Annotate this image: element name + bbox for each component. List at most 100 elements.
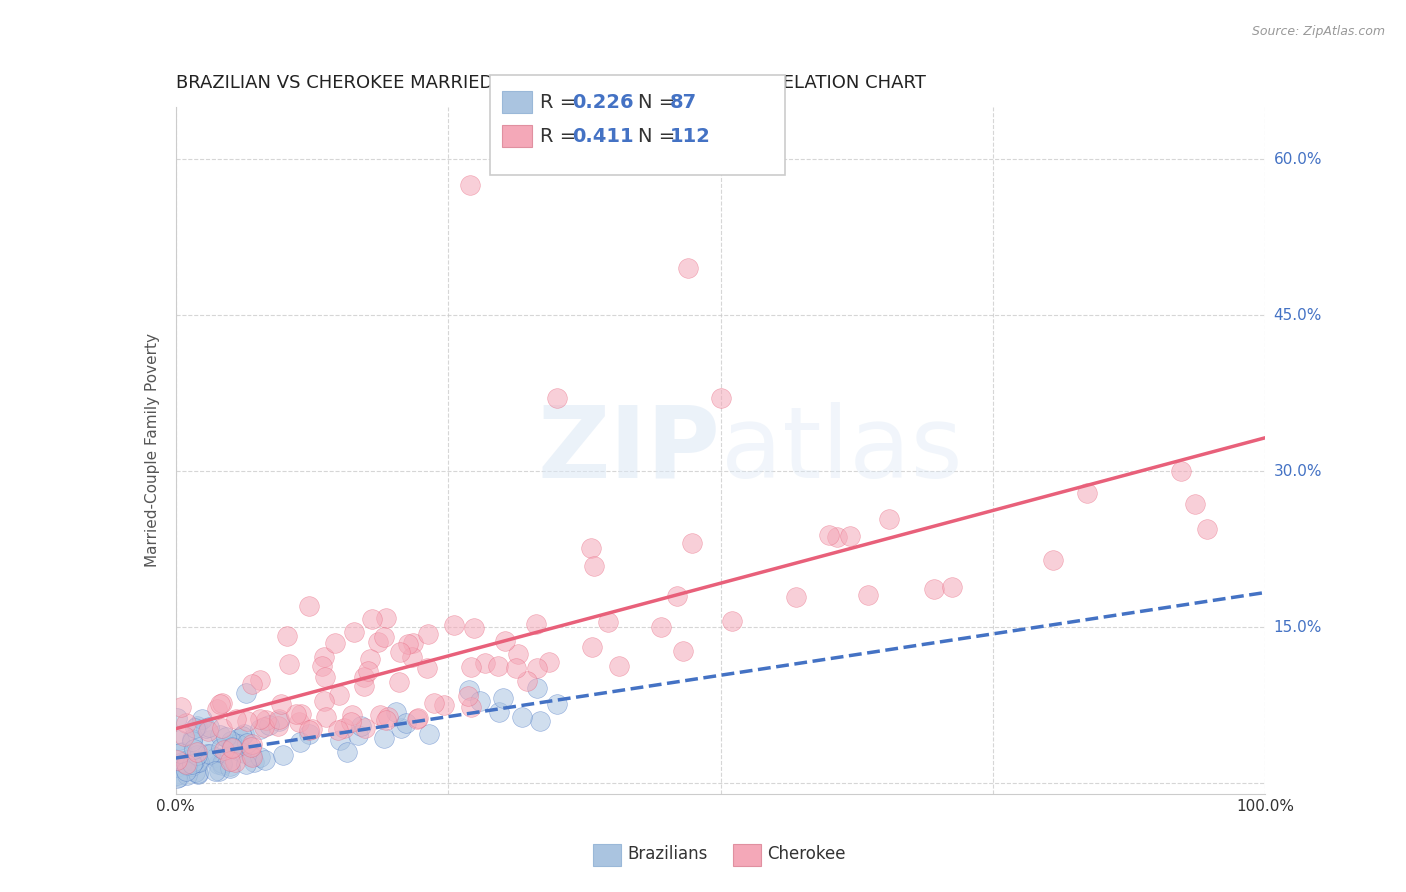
Point <box>460 699 482 714</box>
Point <box>166 711 188 725</box>
Point <box>267 714 290 728</box>
Text: BRAZILIAN VS CHEROKEE MARRIED-COUPLE FAMILY POVERTY CORRELATION CHART: BRAZILIAN VS CHEROKEE MARRIED-COUPLE FAM… <box>176 74 925 92</box>
Text: R =: R = <box>540 128 589 146</box>
Text: 87: 87 <box>671 93 697 112</box>
Point <box>416 626 439 640</box>
Point <box>377 710 399 724</box>
Text: 15.0%: 15.0% <box>1274 620 1322 635</box>
Point <box>198 747 221 761</box>
Point <box>197 724 219 739</box>
Point <box>537 655 560 669</box>
Point <box>458 178 481 193</box>
Point <box>298 723 321 737</box>
Point <box>326 723 349 737</box>
Point <box>240 750 263 764</box>
Point <box>825 530 848 544</box>
Point <box>526 661 548 675</box>
Point <box>183 721 205 735</box>
Point <box>211 721 233 735</box>
Point <box>359 652 381 666</box>
Point <box>219 734 242 748</box>
Point <box>406 711 429 725</box>
Point <box>198 720 221 734</box>
Point <box>211 758 233 772</box>
Text: ZIP: ZIP <box>537 402 721 499</box>
Point <box>290 735 312 749</box>
Point <box>650 620 672 634</box>
Text: N =: N = <box>638 93 682 112</box>
Point <box>486 658 509 673</box>
Point <box>257 718 280 732</box>
Point <box>607 658 630 673</box>
Point <box>406 712 429 726</box>
Point <box>169 746 191 760</box>
Point <box>228 731 250 745</box>
Point <box>181 734 204 748</box>
Point <box>373 731 395 746</box>
Point <box>579 541 602 556</box>
Point <box>205 702 228 716</box>
Point <box>186 718 208 732</box>
Point <box>474 656 496 670</box>
Point <box>391 721 413 735</box>
Point <box>311 658 333 673</box>
Point <box>460 659 482 673</box>
Point <box>249 673 271 687</box>
Point <box>187 766 209 780</box>
Point <box>239 740 262 755</box>
Point <box>343 625 366 640</box>
Point <box>1170 464 1192 478</box>
FancyBboxPatch shape <box>502 91 531 113</box>
Point <box>288 714 311 729</box>
Point <box>221 740 243 755</box>
Point <box>506 647 529 661</box>
Point <box>224 755 246 769</box>
Point <box>176 753 198 767</box>
Point <box>817 528 839 542</box>
Point <box>468 694 491 708</box>
Point <box>298 599 321 613</box>
Text: Brazilians: Brazilians <box>627 845 707 863</box>
Point <box>388 645 411 659</box>
Point <box>186 755 208 769</box>
Point <box>353 679 375 693</box>
Point <box>233 746 256 760</box>
Point <box>187 766 209 780</box>
Point <box>249 749 271 764</box>
Point <box>301 723 323 737</box>
Point <box>328 688 350 702</box>
Point <box>253 720 276 734</box>
Point <box>236 714 259 728</box>
Point <box>285 706 308 721</box>
Point <box>332 721 354 735</box>
Point <box>195 721 218 735</box>
Point <box>170 700 193 714</box>
Point <box>1184 497 1206 511</box>
Point <box>195 747 218 762</box>
Point <box>221 737 243 751</box>
Point <box>166 768 188 782</box>
Point <box>240 747 263 762</box>
Point <box>314 649 336 664</box>
Text: N =: N = <box>638 128 682 146</box>
Point <box>672 643 695 657</box>
Point <box>340 715 363 730</box>
Point <box>176 758 198 772</box>
Point <box>340 708 363 723</box>
Point <box>336 745 359 759</box>
Point <box>211 697 233 711</box>
Text: 0.226: 0.226 <box>572 93 634 112</box>
Text: 0.411: 0.411 <box>572 128 634 146</box>
Point <box>249 722 271 736</box>
Point <box>207 757 229 772</box>
Point <box>184 764 207 779</box>
Text: atlas: atlas <box>721 402 962 499</box>
Point <box>526 681 548 695</box>
Point <box>374 610 396 624</box>
Point <box>188 755 211 769</box>
Point <box>176 753 198 767</box>
Point <box>315 710 337 724</box>
Point <box>176 768 198 782</box>
Point <box>354 721 377 735</box>
Point <box>276 629 298 643</box>
